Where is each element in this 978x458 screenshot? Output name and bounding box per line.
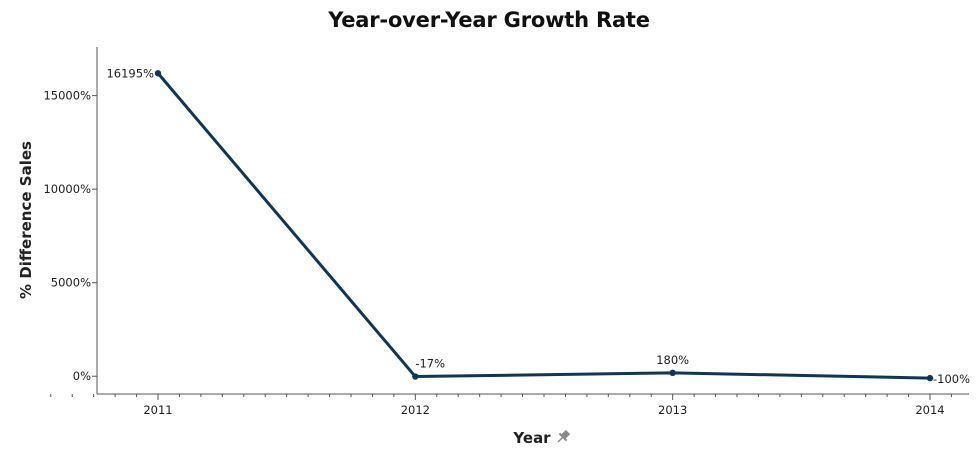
x-axis-title: Year <box>512 429 551 447</box>
data-label: 180% <box>656 353 689 367</box>
axes <box>50 47 969 400</box>
data-point <box>926 374 934 382</box>
data-label: -17% <box>415 357 445 371</box>
y-axis-title: % Difference Sales <box>17 141 35 299</box>
tick-labels: 0% 5000% 10000% 15000% 2011 2012 2013 2014 <box>43 89 944 417</box>
data-point <box>412 373 419 380</box>
x-tick-label: 2011 <box>143 403 172 417</box>
data-labels: 16195% -17% 180% -100% <box>106 66 970 386</box>
x-tick-label: 2013 <box>658 403 687 417</box>
series-layer <box>154 70 934 382</box>
pin-icon[interactable] <box>555 429 572 446</box>
y-tick-label: 15000% <box>43 89 91 103</box>
y-tick-label: 10000% <box>43 182 91 196</box>
data-point <box>154 70 162 77</box>
data-label: 16195% <box>106 66 154 80</box>
x-tick-label: 2014 <box>915 403 944 417</box>
y-tick-label: 5000% <box>51 276 91 290</box>
data-point <box>669 369 676 377</box>
y-tick-label: 0% <box>73 369 91 383</box>
data-label: -100% <box>933 372 970 386</box>
series-line <box>156 71 932 380</box>
chart-title: Year-over-Year Growth Rate <box>328 8 650 32</box>
x-tick-label: 2012 <box>401 403 430 417</box>
